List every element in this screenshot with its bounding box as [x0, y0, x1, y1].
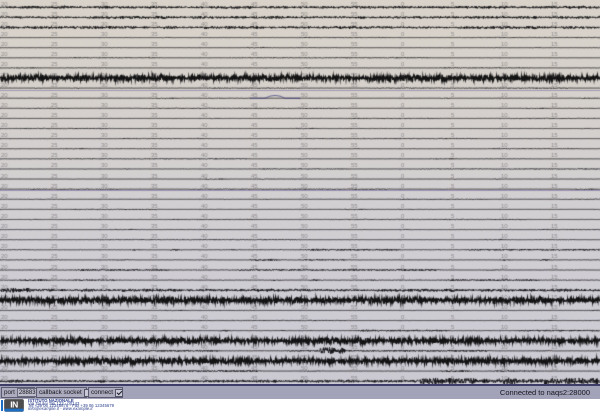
svg-text:IN: IN	[10, 399, 18, 409]
